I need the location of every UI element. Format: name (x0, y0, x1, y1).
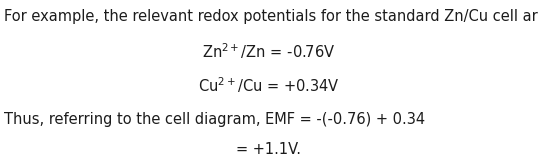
Text: = +1.1V.: = +1.1V. (237, 142, 301, 157)
Text: Zn$^{2+}$/Zn = -0.76V: Zn$^{2+}$/Zn = -0.76V (202, 42, 336, 61)
Text: For example, the relevant redox potentials for the standard Zn/Cu cell are:: For example, the relevant redox potentia… (4, 9, 538, 24)
Text: Cu$^{2+}$/Cu = +0.34V: Cu$^{2+}$/Cu = +0.34V (198, 76, 340, 95)
Text: Thus, referring to the cell diagram, EMF = -(-0.76) + 0.34: Thus, referring to the cell diagram, EMF… (4, 112, 426, 127)
